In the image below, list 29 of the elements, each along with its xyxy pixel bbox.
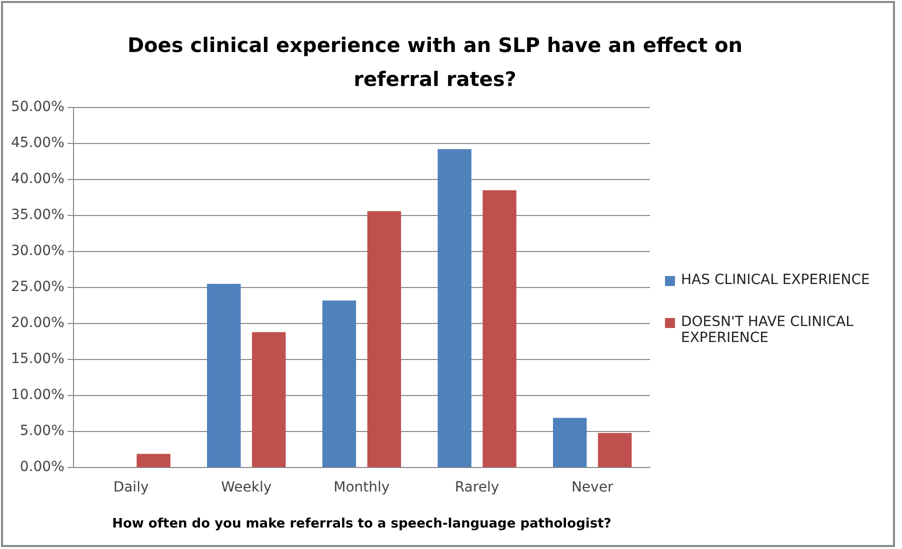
bar (367, 211, 402, 468)
x-tick-label: Never (571, 480, 614, 496)
y-tick-label: 30.00% (10, 243, 64, 260)
x-tick-label: Monthly (334, 480, 390, 496)
y-tick-label: 50.00% (10, 99, 64, 116)
y-tick-label: 45.00% (10, 135, 64, 152)
y-tick-label: 15.00% (10, 351, 64, 368)
bar (136, 454, 170, 468)
bar (252, 332, 286, 468)
bar (207, 284, 241, 468)
bar (322, 300, 356, 468)
bar (438, 149, 472, 468)
x-tick-label: Daily (113, 480, 149, 496)
chart-title: Does clinical experience with an SLP have an effect on referral rates? (126, 32, 744, 93)
legend-label: HAS CLINICAL EXPERIENCE (681, 272, 870, 288)
bar (598, 433, 632, 468)
x-tick-label: Weekly (221, 480, 272, 496)
legend-label: DOESN'T HAVE CLINICAL EXPERIENCE (681, 314, 854, 346)
x-tick-label: Rarely (454, 480, 500, 496)
x-axis-title: How often do you make referrals to a speech-language pathologist? (112, 516, 612, 532)
y-tick-label: 5.00% (20, 423, 64, 440)
y-tick-label: 40.00% (10, 171, 64, 188)
bar (482, 190, 516, 468)
y-tick-label: 20.00% (10, 315, 64, 332)
y-tick-label: 10.00% (10, 387, 64, 404)
bar (552, 418, 587, 468)
y-tick-label: 35.00% (10, 207, 64, 224)
y-tick-label: 0.00% (20, 459, 64, 476)
y-tick-label: 25.00% (10, 279, 64, 296)
